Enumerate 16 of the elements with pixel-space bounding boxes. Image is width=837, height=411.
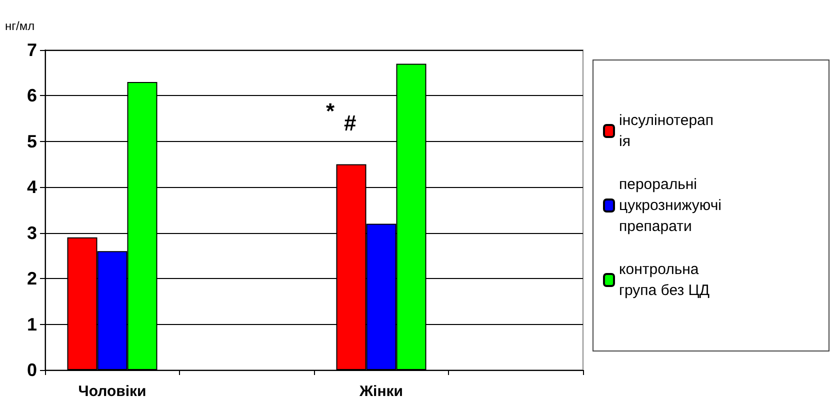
y-tick-label: 3 bbox=[26, 222, 37, 243]
annotation: * bbox=[326, 98, 335, 124]
y-tick-label: 2 bbox=[26, 268, 37, 289]
legend-label: пероральні цукрознижуючі препарати bbox=[619, 176, 726, 235]
y-tick-label: 1 bbox=[26, 314, 37, 334]
y-tick-label: 0 bbox=[26, 360, 37, 380]
y-tick-label: 5 bbox=[26, 131, 37, 152]
y-axis-title: нг/мл bbox=[5, 19, 35, 33]
y-tick-label: 7 bbox=[26, 40, 37, 60]
x-tick-label: Чоловіки bbox=[78, 383, 146, 400]
legend-label: контрольна група без ЦД bbox=[619, 261, 710, 299]
legend-label: інсулінотерапія bbox=[619, 112, 714, 150]
x-tick-label: Жінки bbox=[358, 383, 404, 400]
y-tick-label: 6 bbox=[26, 86, 37, 106]
annotation: # bbox=[344, 110, 356, 136]
y-tick-label: 4 bbox=[26, 177, 37, 198]
